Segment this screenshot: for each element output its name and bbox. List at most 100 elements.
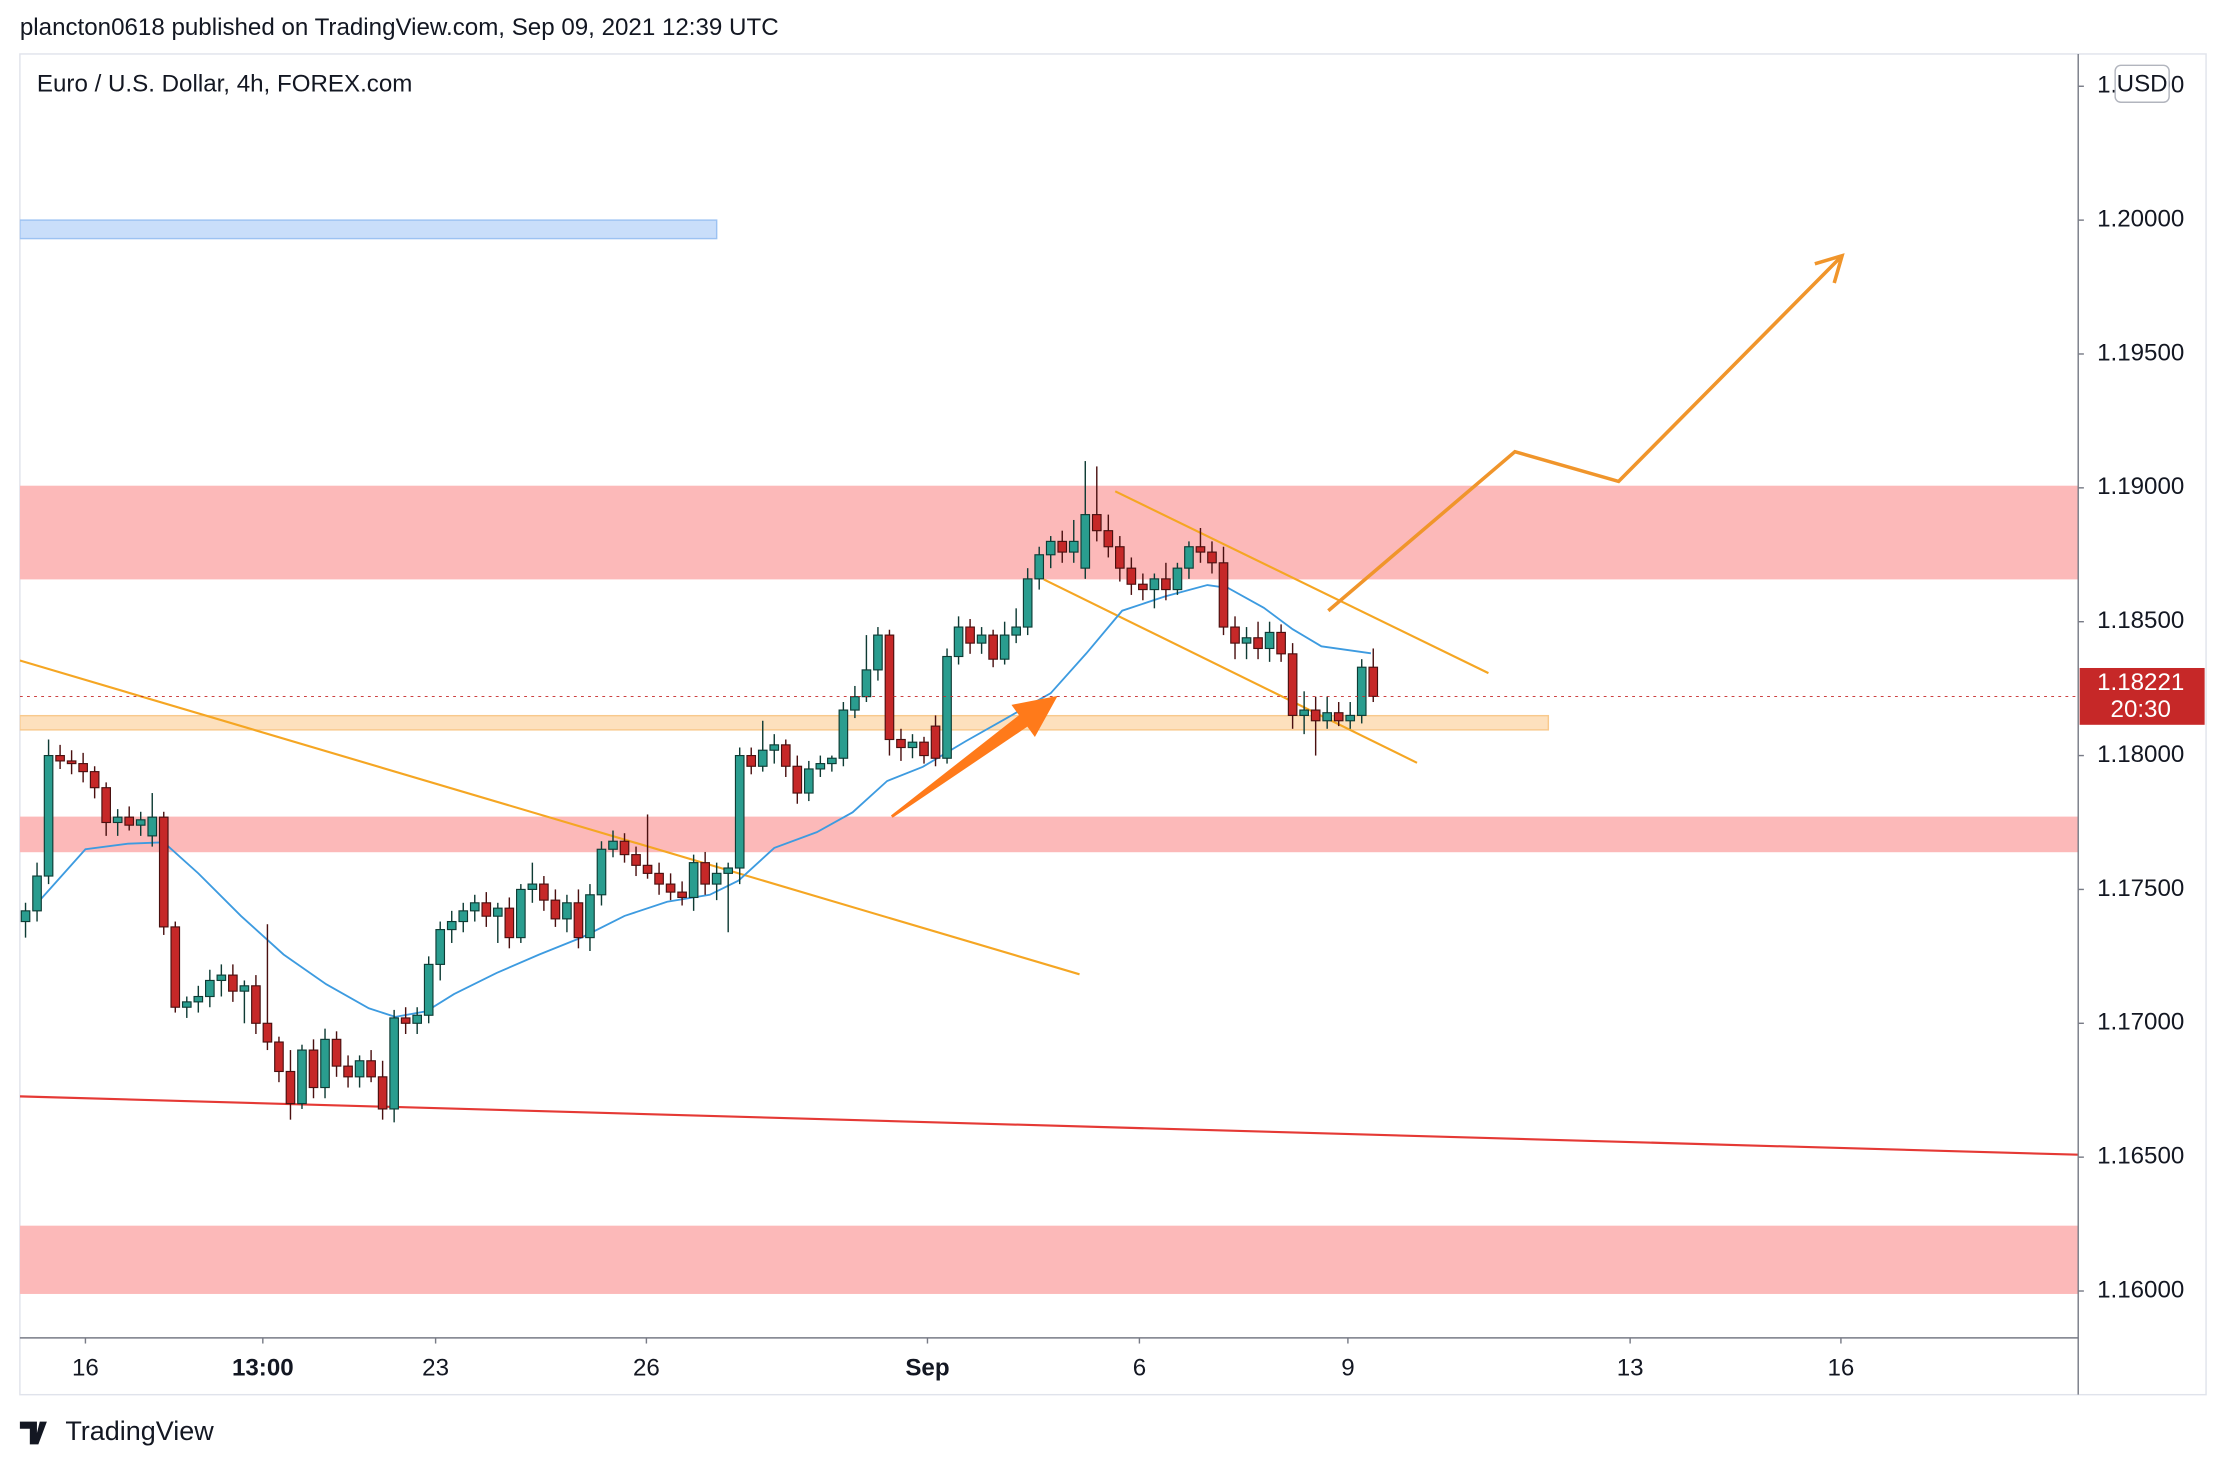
candle-body [1299,709,1309,716]
candle-body [1034,554,1045,580]
trend-line [19,659,1080,976]
candle-body [1172,567,1183,591]
candle-body [539,883,549,901]
trend-line [1043,578,1418,764]
candle-body [1138,583,1148,591]
candle-body [412,1014,423,1024]
x-tick-label: 26 [633,1354,660,1381]
candle-body [734,754,745,869]
candle-body [158,816,169,928]
candle-body [458,910,469,923]
candle-body [170,926,181,1008]
candle-body [608,840,618,850]
candle-body [838,709,849,759]
candle-body [124,816,135,826]
candle-body [251,985,261,1024]
candle-body [78,763,88,773]
candle-body [1218,562,1229,628]
y-tick-label: 1.18500 [2097,607,2184,634]
candle-body [803,768,814,794]
candle-body [988,634,998,660]
candle-body [654,872,664,885]
candle-body [1080,514,1091,569]
candle-body [331,1038,342,1067]
candle-body [907,741,918,749]
candle-body [815,763,826,770]
candle-body [1287,653,1298,716]
y-tick-label: 1.17000 [2097,1009,2184,1036]
candle-body [1045,540,1056,556]
candle-body [827,757,837,765]
candle-body [642,864,653,874]
candle-body [1161,578,1171,591]
currency-badge[interactable] [2114,64,2170,103]
candle-body [89,771,100,789]
candle-body [527,883,538,890]
candle-body [677,891,687,899]
candle-body [1230,626,1240,644]
countdown-label: 20:30 [2111,696,2171,723]
candle-body [965,626,975,644]
candle-body [366,1060,376,1078]
candle-body [469,902,480,912]
plot-area [19,219,2079,1294]
x-tick-label: 16 [1827,1354,1854,1381]
candle-body [976,634,987,644]
candle-body [285,1070,296,1105]
last-price-label: 1.18221 [2097,669,2184,696]
candle-body [573,902,584,939]
candle-body [942,655,952,759]
candle-body [884,634,895,741]
currency-label[interactable]: USD [2117,71,2168,98]
candle-body [492,907,503,917]
candle-body [873,634,883,671]
y-tick-label: 1.16000 [2097,1276,2184,1303]
candle-body [423,963,434,1016]
candle-body [1241,637,1252,644]
candle-body [112,816,123,824]
x-tick-label: 9 [1341,1354,1354,1381]
candle-body [205,979,215,998]
candle-body [930,725,941,759]
candle-body [101,787,111,824]
candle-body [757,749,768,767]
candle-body [274,1041,284,1073]
candle-body [792,765,803,794]
candle-body [343,1065,353,1078]
candle-body [596,848,607,896]
candle-body [1184,546,1194,569]
candle-body [1068,540,1079,553]
candle-body [308,1049,319,1089]
zone [19,1225,2079,1294]
candle-body [1022,578,1033,628]
candle-body [147,816,158,837]
y-tick-label: 1.16500 [2097,1143,2184,1170]
y-tick-label: 1.18000 [2097,741,2184,768]
candle-body [780,744,791,767]
candle-body [631,854,641,866]
zone [19,714,1550,731]
zone [19,485,2079,580]
y-tick-label: 1.20000 [2097,205,2184,232]
candle-body [861,669,872,698]
x-tick-label: 23 [422,1354,449,1381]
candle-body [1091,514,1102,532]
candle-body [665,883,676,893]
candle-body [181,1001,192,1008]
candle-body [769,744,780,751]
brand: TradingView [65,1416,214,1446]
candle-body [516,888,526,939]
x-tick-label: 13 [1617,1354,1644,1381]
candle-body [1276,631,1286,655]
candle-body [66,760,77,765]
y-tick-label: 1.19000 [2097,473,2184,500]
candle-body [1333,712,1344,722]
candle-body [1356,666,1367,716]
projection-path [1327,254,1844,613]
x-tick-label: 13:00 [232,1354,294,1381]
x-tick-label: 16 [72,1354,99,1381]
candle-body [999,634,1010,660]
